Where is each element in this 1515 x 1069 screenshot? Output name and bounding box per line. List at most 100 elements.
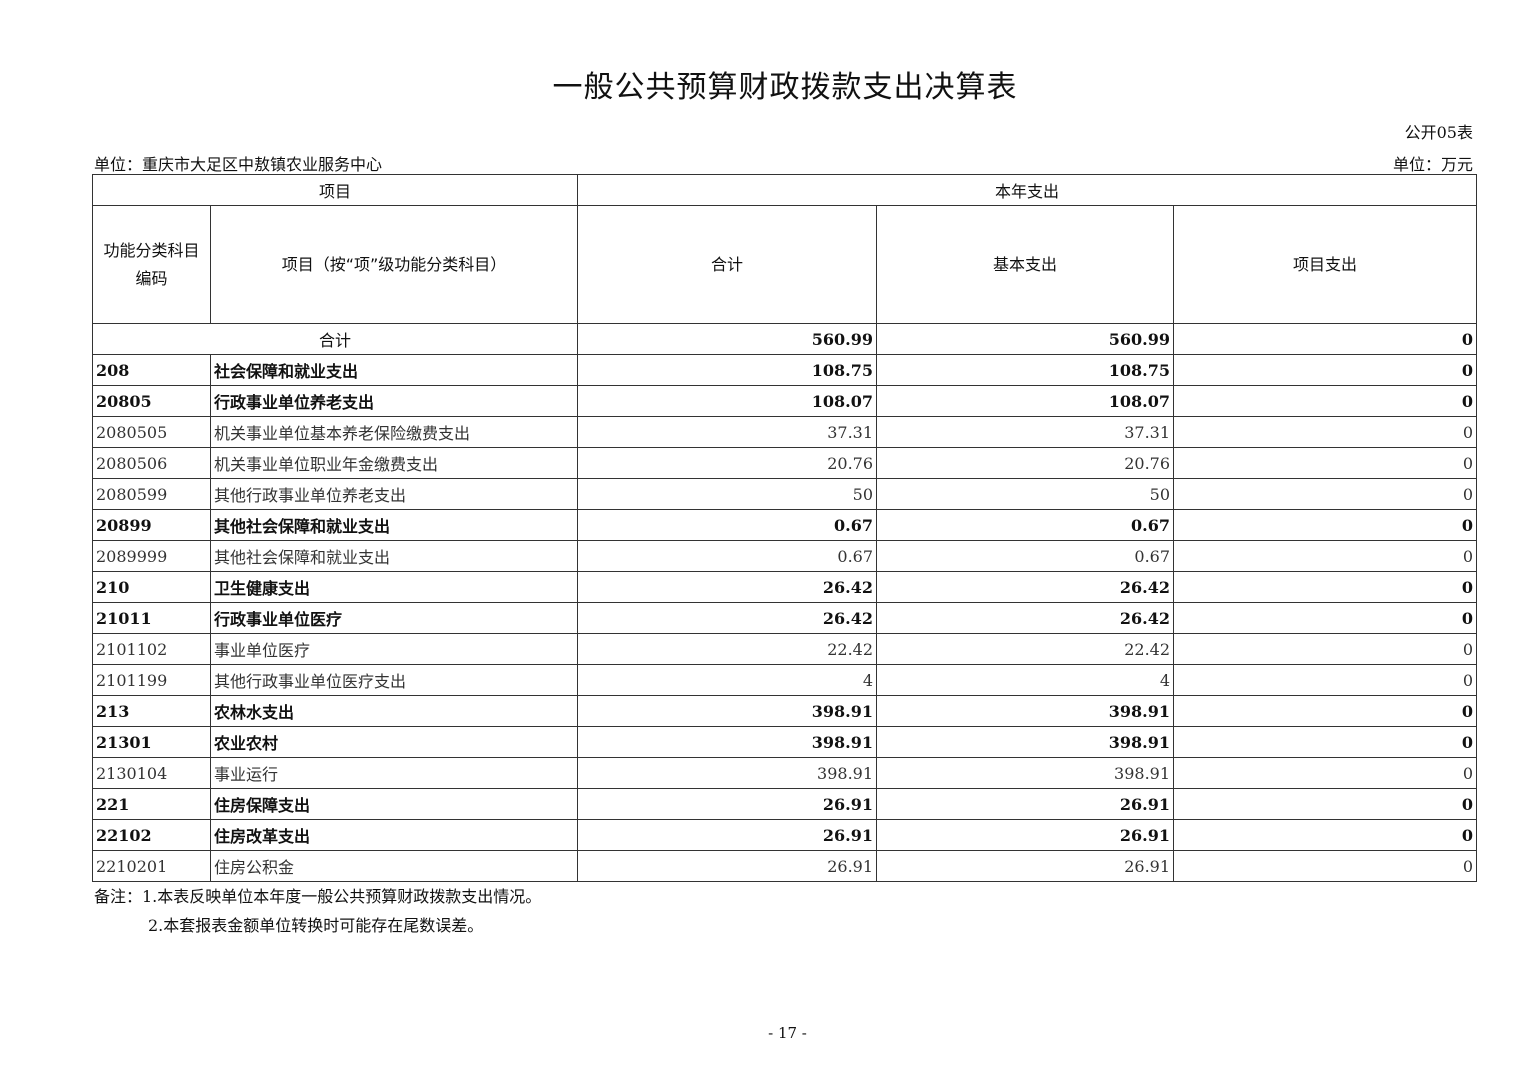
row-total: 26.91	[577, 788, 878, 820]
header-row-1: 项目 本年支出	[91, 174, 1478, 206]
row-code: 2210201	[92, 850, 211, 882]
row-code: 2080599	[92, 478, 211, 510]
row-code: 2101199	[92, 664, 211, 696]
row-project: 0	[1173, 385, 1478, 417]
header-current-year: 本年支出	[577, 174, 1478, 206]
row-name: 其他社会保障和就业支出	[209, 540, 579, 572]
row-basic: 108.07	[876, 385, 1175, 417]
row-basic: 398.91	[876, 757, 1175, 789]
row-total: 398.91	[577, 726, 878, 758]
row-basic: 108.75	[876, 354, 1175, 386]
unit-money: 单位：万元	[1392, 155, 1473, 174]
row-name: 农林水支出	[209, 695, 579, 727]
row-basic: 4	[876, 664, 1175, 696]
row-total: 26.91	[577, 819, 878, 851]
row-name: 住房公积金	[209, 850, 579, 882]
row-project: 0	[1173, 354, 1478, 386]
header-total: 合计	[577, 205, 878, 324]
table-row: 21301 农业农村 398.91 398.91 0	[92, 726, 1478, 758]
row-code: 22102	[92, 819, 211, 851]
table-number: 公开05表	[1404, 123, 1473, 142]
row-total: 37.31	[577, 416, 878, 448]
row-name: 住房保障支出	[209, 788, 579, 820]
table-row: 2210201 住房公积金 26.91 26.91 0	[92, 850, 1478, 882]
note-2: 2.本套报表金额单位转换时可能存在尾数误差。	[148, 916, 484, 935]
row-code: 210	[92, 571, 211, 603]
row-code: 221	[92, 788, 211, 820]
row-name: 事业单位医疗	[209, 633, 579, 665]
row-code: 213	[92, 695, 211, 727]
page-number: - 17 -	[768, 1024, 807, 1042]
row-basic: 26.91	[876, 850, 1175, 882]
row-total: 0.67	[577, 509, 878, 541]
row-name: 其他行政事业单位医疗支出	[209, 664, 579, 696]
table-row: 20899 其他社会保障和就业支出 0.67 0.67 0	[92, 509, 1478, 541]
table-row: 2089999 其他社会保障和就业支出 0.67 0.67 0	[92, 540, 1478, 572]
total-total: 560.99	[577, 323, 878, 355]
row-basic: 0.67	[876, 509, 1175, 541]
row-basic: 50	[876, 478, 1175, 510]
row-basic: 26.91	[876, 819, 1175, 851]
row-project: 0	[1173, 664, 1478, 696]
header-basic: 基本支出	[876, 205, 1175, 324]
header-project: 项目支出	[1173, 205, 1478, 324]
row-code: 21301	[92, 726, 211, 758]
row-total: 26.42	[577, 602, 878, 634]
table-row: 20805 行政事业单位养老支出 108.07 108.07 0	[92, 385, 1478, 417]
row-total: 398.91	[577, 757, 878, 789]
table-row: 2080506 机关事业单位职业年金缴费支出 20.76 20.76 0	[92, 447, 1478, 479]
header-code: 功能分类科目编码	[92, 205, 211, 324]
row-project: 0	[1173, 695, 1478, 727]
row-project: 0	[1173, 633, 1478, 665]
header-name: 项目（按“项”级功能分类科目）	[209, 205, 579, 324]
row-code: 208	[92, 354, 211, 386]
header-row-2: 功能分类科目编码 项目（按“项”级功能分类科目） 合计 基本支出 项目支出	[92, 205, 1478, 324]
note-1: 备注：1.本表反映单位本年度一般公共预算财政拨款支出情况。	[94, 887, 542, 906]
row-code: 2130104	[92, 757, 211, 789]
row-basic: 26.42	[876, 571, 1175, 603]
row-total: 108.75	[577, 354, 878, 386]
row-basic: 26.91	[876, 788, 1175, 820]
row-name: 其他行政事业单位养老支出	[209, 478, 579, 510]
row-basic: 20.76	[876, 447, 1175, 479]
table-row: 2080505 机关事业单位基本养老保险缴费支出 37.31 37.31 0	[92, 416, 1478, 448]
row-project: 0	[1173, 509, 1478, 541]
row-name: 其他社会保障和就业支出	[209, 509, 579, 541]
total-row: 合计 560.99 560.99 0	[91, 323, 1478, 355]
row-name: 社会保障和就业支出	[209, 354, 579, 386]
table-row: 2101102 事业单位医疗 22.42 22.42 0	[92, 633, 1478, 665]
row-name: 住房改革支出	[209, 819, 579, 851]
row-total: 50	[577, 478, 878, 510]
row-total: 398.91	[577, 695, 878, 727]
row-code: 20805	[92, 385, 211, 417]
row-project: 0	[1173, 788, 1478, 820]
row-name: 行政事业单位医疗	[209, 602, 579, 634]
row-code: 2101102	[92, 633, 211, 665]
table-row: 21011 行政事业单位医疗 26.42 26.42 0	[92, 602, 1478, 634]
row-name: 机关事业单位职业年金缴费支出	[209, 447, 579, 479]
row-project: 0	[1173, 850, 1478, 882]
table-row: 2080599 其他行政事业单位养老支出 50 50 0	[92, 478, 1478, 510]
row-project: 0	[1173, 819, 1478, 851]
row-code: 21011	[92, 602, 211, 634]
table-row: 208 社会保障和就业支出 108.75 108.75 0	[92, 354, 1478, 386]
total-project: 0	[1173, 323, 1478, 355]
row-basic: 0.67	[876, 540, 1175, 572]
row-project: 0	[1173, 540, 1478, 572]
row-total: 22.42	[577, 633, 878, 665]
notes: 备注：1.本表反映单位本年度一般公共预算财政拨款支出情况。 2.本套报表金额单位…	[94, 882, 541, 940]
page-title: 一般公共预算财政拨款支出决算表	[552, 70, 1018, 105]
row-name: 农业农村	[209, 726, 579, 758]
row-basic: 37.31	[876, 416, 1175, 448]
row-project: 0	[1173, 757, 1478, 789]
row-total: 26.91	[577, 850, 878, 882]
row-total: 108.07	[577, 385, 878, 417]
total-basic: 560.99	[876, 323, 1175, 355]
table-row: 221 住房保障支出 26.91 26.91 0	[92, 788, 1478, 820]
row-basic: 398.91	[876, 726, 1175, 758]
unit-organization: 单位：重庆市大足区中敖镇农业服务中心	[94, 155, 383, 174]
table-row: 22102 住房改革支出 26.91 26.91 0	[92, 819, 1478, 851]
row-project: 0	[1173, 416, 1478, 448]
row-total: 26.42	[577, 571, 878, 603]
